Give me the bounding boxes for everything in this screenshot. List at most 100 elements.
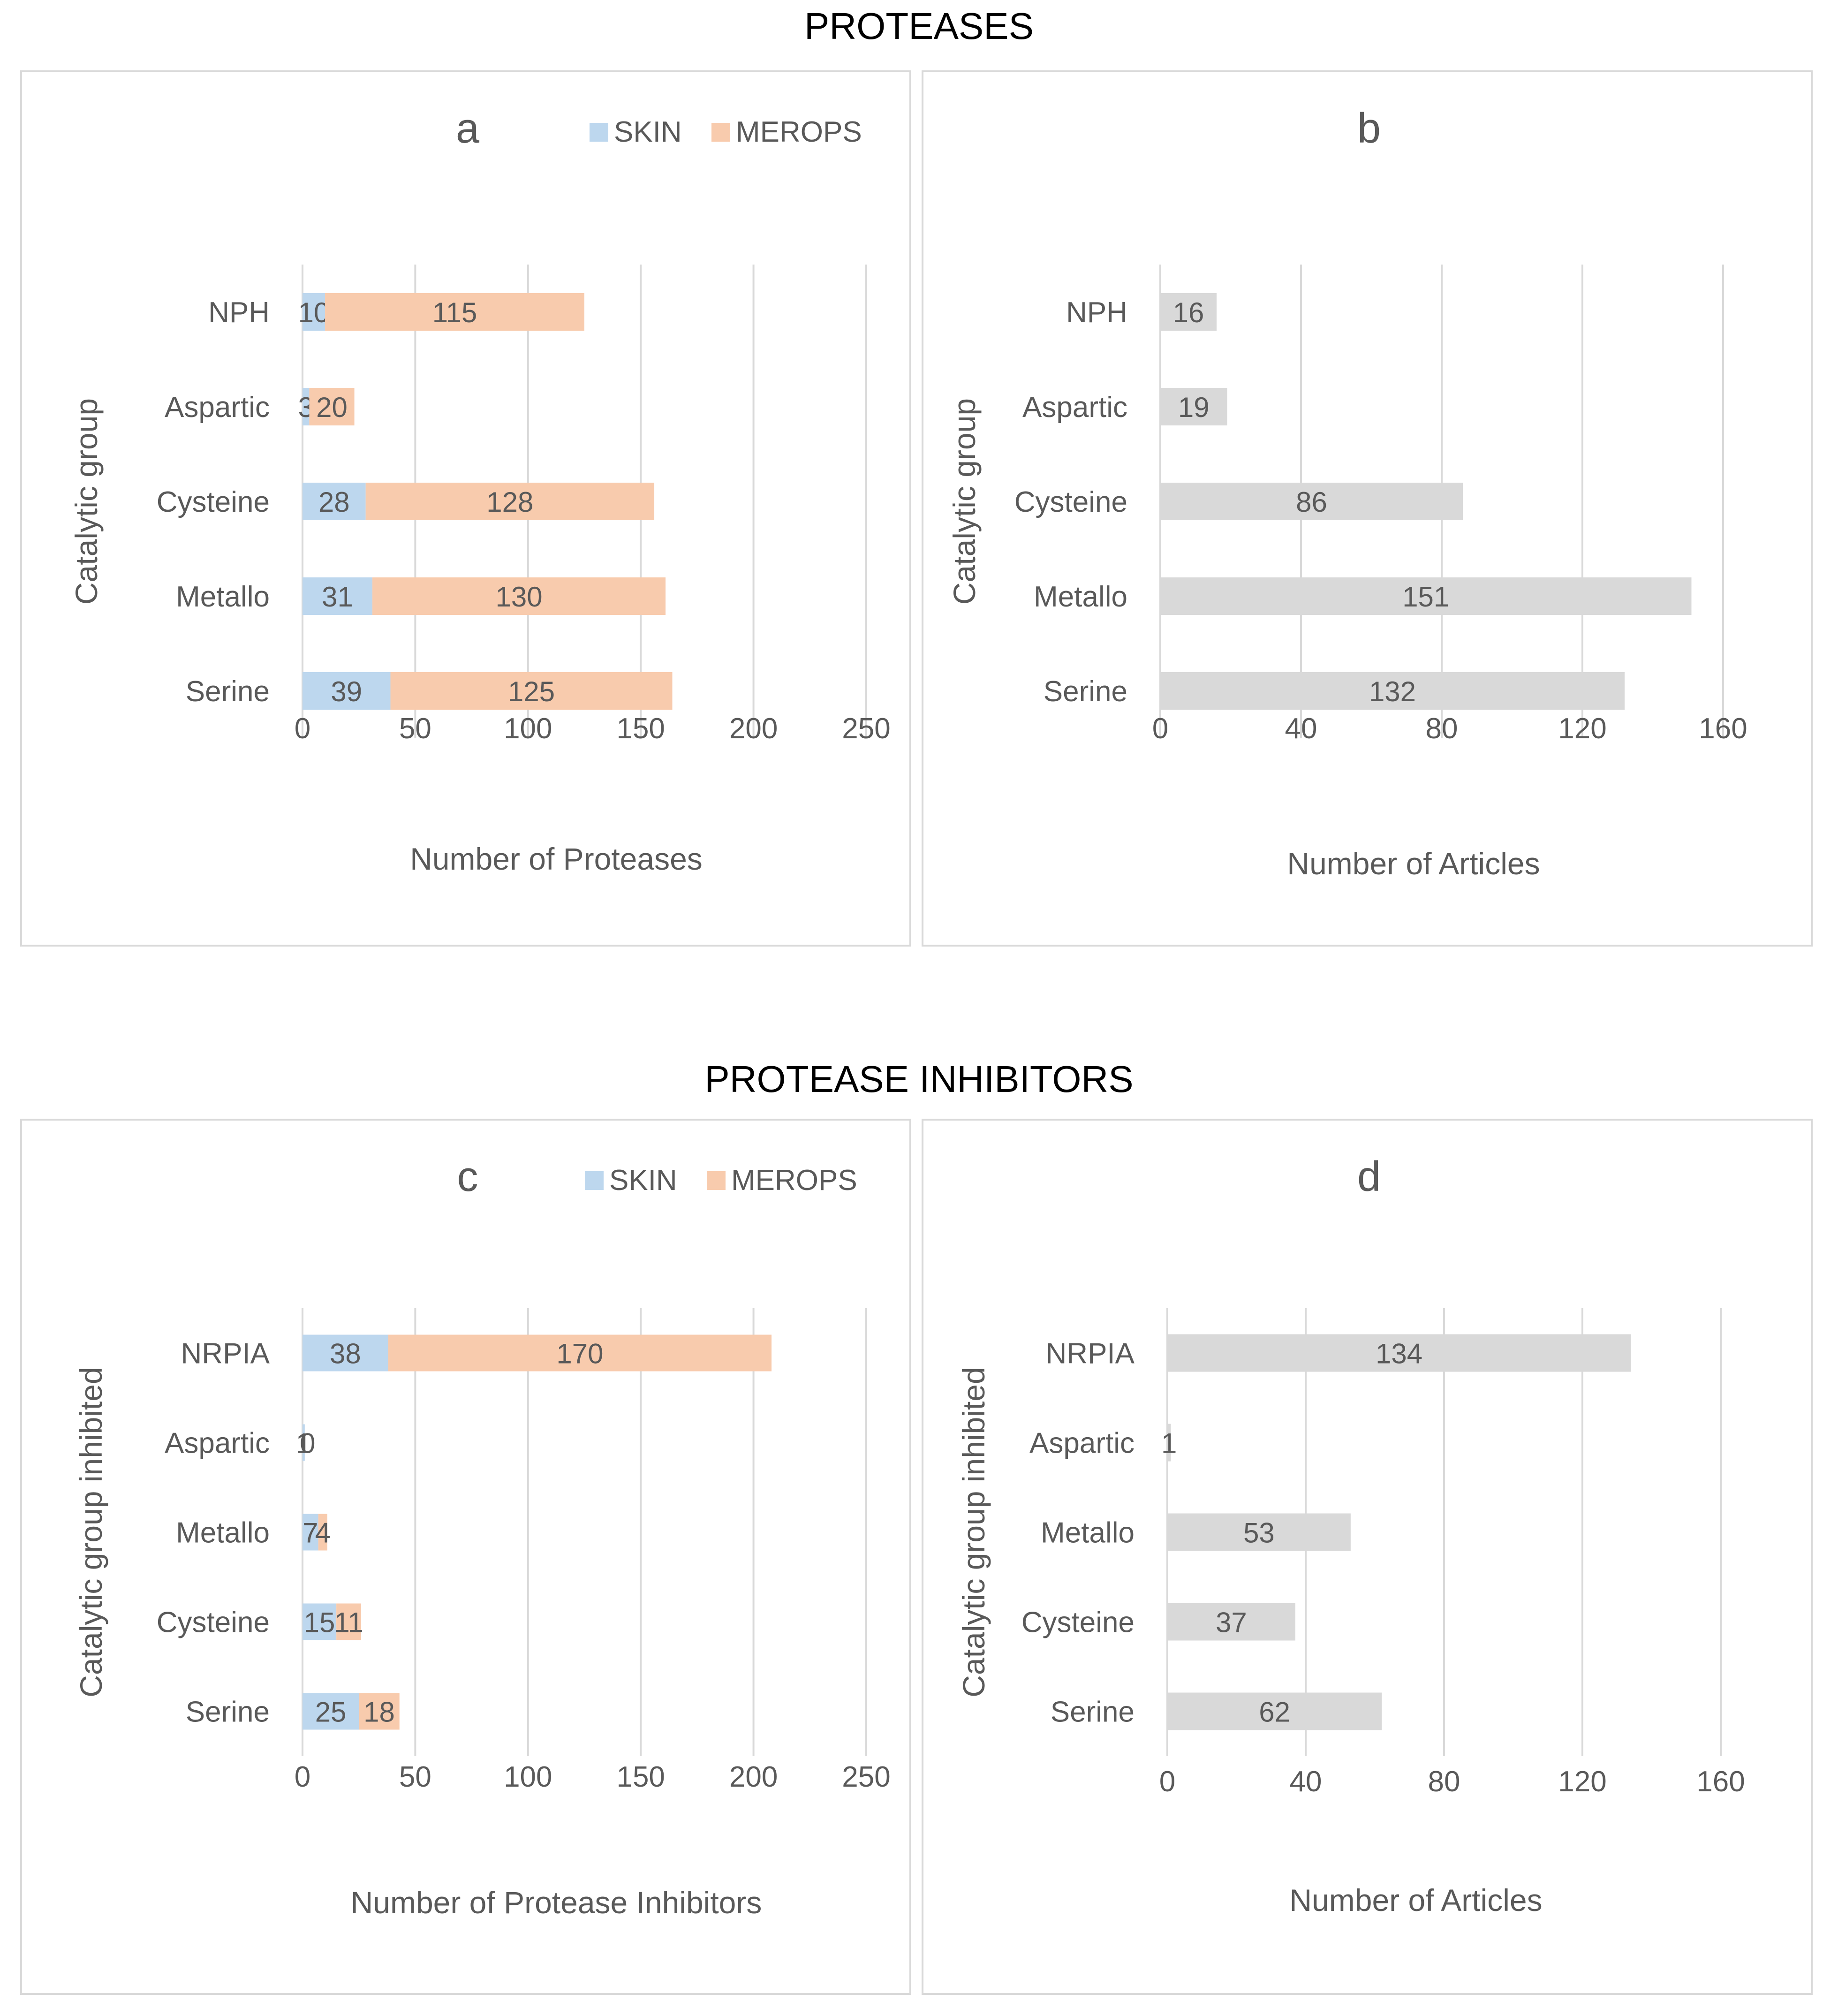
x-tick-label: 40	[1290, 1766, 1322, 1798]
category-label: Serine	[186, 675, 270, 708]
x-tick-label: 100	[504, 1761, 552, 1793]
category-label: Aspartic	[1022, 391, 1127, 424]
bar	[303, 483, 366, 520]
x-tick-label: 0	[295, 712, 310, 745]
x-tick-label: 80	[1428, 1766, 1460, 1798]
legend-swatch	[590, 123, 608, 142]
legend-label: SKIN	[614, 116, 682, 148]
category-label: Cysteine	[157, 1607, 270, 1639]
chart-title: a	[456, 105, 480, 152]
category-label: Aspartic	[165, 391, 270, 424]
legend-label: MEROPS	[736, 116, 862, 148]
x-axis-label: Number of Articles	[1289, 1883, 1542, 1917]
bar	[1167, 1603, 1295, 1641]
category-label: Cysteine	[1021, 1607, 1135, 1639]
category-label: Aspartic	[1029, 1427, 1135, 1460]
bar	[372, 577, 666, 615]
data-label: 132	[1369, 676, 1416, 707]
bar	[303, 1424, 305, 1461]
data-label: 15	[304, 1607, 335, 1638]
data-label: 38	[330, 1338, 361, 1370]
category-label: NRPIA	[181, 1338, 270, 1370]
data-label: 1	[1161, 1428, 1177, 1459]
category-label: Cysteine	[157, 486, 270, 518]
data-label: 11	[334, 1607, 363, 1638]
x-tick-label: 150	[616, 1761, 665, 1793]
category-label: Metallo	[1041, 1517, 1135, 1549]
category-label: Metallo	[176, 581, 270, 613]
chart-title: c	[457, 1153, 478, 1200]
data-label: 53	[1243, 1517, 1275, 1549]
bar	[325, 293, 584, 331]
legend-swatch	[585, 1171, 604, 1190]
data-label: 10	[298, 297, 330, 328]
bar	[1160, 577, 1692, 615]
data-label: 170	[556, 1338, 603, 1370]
data-label: 1	[296, 1428, 311, 1459]
data-label: 18	[363, 1697, 395, 1728]
data-label: 62	[1259, 1697, 1290, 1728]
category-label: Serine	[1044, 675, 1127, 708]
bar	[390, 672, 673, 710]
bar	[303, 672, 391, 710]
category-label: NPH	[208, 296, 270, 329]
bar	[303, 577, 373, 615]
data-label: 125	[508, 676, 555, 707]
x-tick-label: 120	[1558, 1766, 1606, 1798]
x-axis-label: Number of Protease Inhibitors	[351, 1885, 762, 1920]
bar	[336, 1603, 362, 1640]
category-label: Serine	[186, 1696, 270, 1728]
bar	[388, 1334, 772, 1372]
category-label: NPH	[1066, 296, 1127, 329]
data-label: 0	[300, 1428, 315, 1459]
chart-panel-b: NPH 16 Aspartic 19 Cysteine 86 Metallo 151 Serin…	[922, 70, 1813, 947]
x-tick-label: 250	[842, 1761, 890, 1793]
x-tick-label: 160	[1699, 712, 1747, 745]
x-tick-label: 0	[295, 1761, 310, 1793]
data-label: 7	[303, 1517, 318, 1549]
legend-label: SKIN	[609, 1164, 677, 1197]
category-label: Metallo	[176, 1517, 270, 1549]
x-tick-label: 80	[1426, 712, 1458, 745]
bar	[1167, 1424, 1171, 1462]
bar	[1167, 1692, 1382, 1730]
category-label: Serine	[1051, 1696, 1135, 1728]
chart-title: d	[1357, 1153, 1381, 1200]
data-label: 25	[315, 1697, 347, 1728]
proteases-section-title: PROTEASES	[804, 5, 1034, 47]
y-axis-label: Catalytic group inhibited	[956, 1367, 991, 1697]
chart-title: b	[1357, 105, 1381, 152]
data-label: 39	[331, 676, 362, 707]
data-label: 86	[1296, 486, 1327, 518]
category-label: Metallo	[1034, 581, 1127, 613]
y-axis-label: Catalytic group inhibited	[74, 1367, 108, 1697]
x-tick-label: 50	[399, 1761, 431, 1793]
y-axis-label: Catalytic group	[947, 398, 982, 605]
chart-panel-a: NPH 10 115 Aspartic 3 20 Cysteine 28 128 Metallo 3…	[20, 70, 911, 947]
x-axis-label: Number of Articles	[1287, 846, 1540, 881]
chart-d: NRPIA 134 Aspartic 1 Metallo 53 Cysteine 37 Seri…	[956, 1153, 1745, 1917]
bar	[303, 293, 325, 331]
bar	[318, 1514, 327, 1551]
data-label: 20	[316, 392, 348, 423]
x-tick-label: 50	[399, 712, 431, 745]
chart-panel-d: NRPIA 134 Aspartic 1 Metallo 53 Cysteine 37 Seri…	[922, 1119, 1813, 1995]
category-label: NRPIA	[1046, 1338, 1135, 1370]
data-label: 16	[1173, 297, 1204, 328]
bar	[303, 388, 310, 425]
x-tick-label: 200	[729, 712, 778, 745]
chart-panel-c: NRPIA 38 170 Aspartic 1 0 Metallo 7 4 Cysteine 15 1…	[20, 1119, 911, 1995]
bar	[1160, 388, 1227, 425]
bar	[359, 1693, 400, 1730]
legend-swatch	[707, 1171, 726, 1190]
x-tick-label: 120	[1558, 712, 1606, 745]
x-tick-label: 0	[1159, 1766, 1175, 1798]
data-label: 37	[1216, 1607, 1247, 1638]
data-label: 151	[1402, 581, 1449, 613]
bar	[1160, 672, 1625, 710]
bar	[1160, 293, 1217, 331]
chart-b: NPH 16 Aspartic 19 Cysteine 86 Metallo 151 Serin…	[947, 105, 1747, 881]
x-tick-label: 100	[504, 712, 552, 745]
bar	[303, 1514, 318, 1551]
